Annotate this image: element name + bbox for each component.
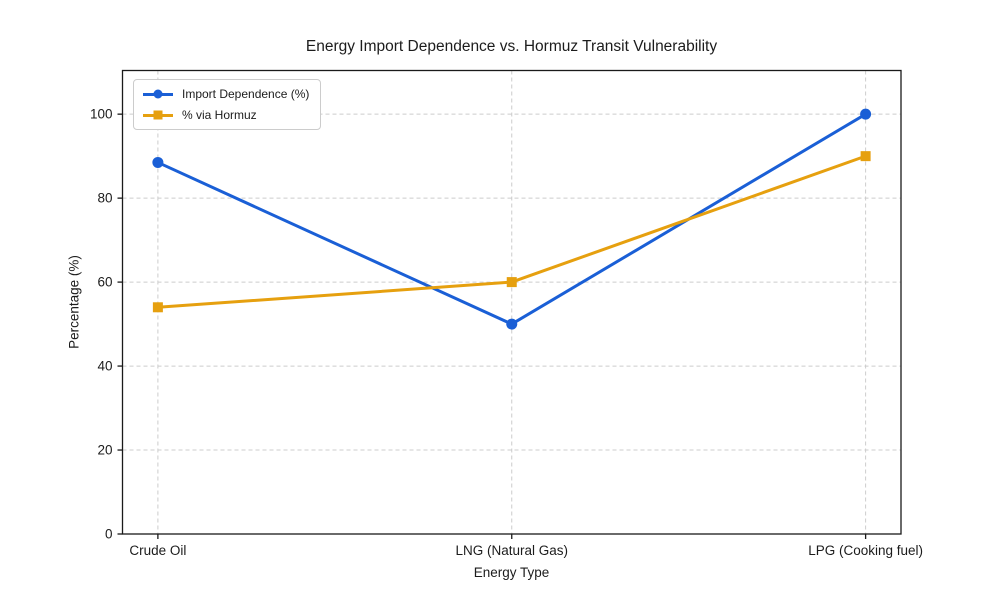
legend-entry: % via Hormuz bbox=[143, 106, 309, 124]
chart-title: Energy Import Dependence vs. Hormuz Tran… bbox=[305, 38, 718, 55]
legend-marker-icon bbox=[143, 85, 173, 103]
data-point-square bbox=[506, 277, 517, 288]
data-point-circle bbox=[860, 108, 872, 120]
legend-marker bbox=[153, 110, 163, 120]
legend-label: Import Dependence (%) bbox=[182, 87, 310, 101]
legend-label: % via Hormuz bbox=[182, 108, 257, 122]
data-point-square bbox=[152, 302, 163, 313]
x-tick-label: LPG (Cooking fuel) bbox=[808, 543, 923, 558]
y-axis-label: Percentage (%) bbox=[66, 255, 82, 349]
x-axis-label: Energy Type bbox=[473, 565, 550, 580]
y-tick-label: 0 bbox=[105, 527, 113, 542]
data-point-circle bbox=[506, 318, 518, 330]
y-tick-label: 60 bbox=[97, 275, 112, 290]
legend-marker-icon bbox=[143, 106, 173, 124]
y-tick-label: 20 bbox=[97, 443, 112, 458]
legend-marker bbox=[153, 89, 163, 99]
legend: Import Dependence (%) % via Hormuz bbox=[133, 79, 322, 130]
data-point-square bbox=[860, 151, 871, 162]
x-tick-label: LNG (Natural Gas) bbox=[455, 543, 568, 558]
y-tick-label: 100 bbox=[90, 107, 113, 122]
y-tick-label: 80 bbox=[97, 191, 112, 206]
data-point-circle bbox=[152, 156, 164, 168]
x-tick-label: Crude Oil bbox=[129, 543, 186, 558]
y-tick-label: 40 bbox=[97, 359, 112, 374]
legend-entry: Import Dependence (%) bbox=[143, 85, 309, 103]
